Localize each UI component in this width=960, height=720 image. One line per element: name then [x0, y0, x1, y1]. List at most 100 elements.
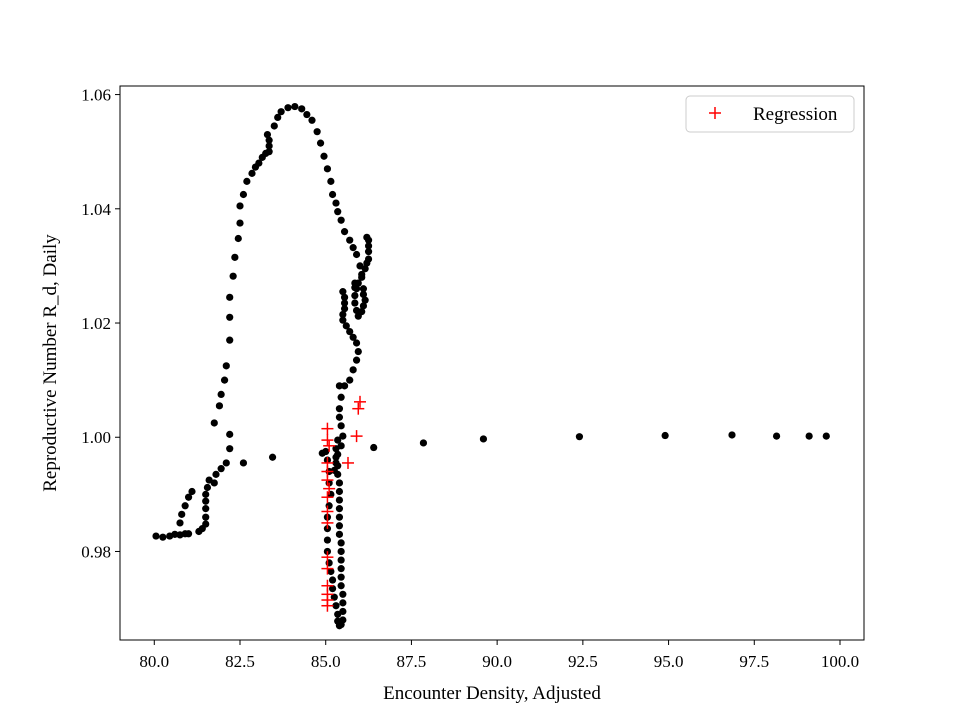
data-point: [181, 502, 189, 510]
data-point: [479, 435, 488, 443]
data-point: [222, 362, 230, 370]
data-point: [339, 599, 347, 607]
data-point: [334, 462, 342, 470]
data-point: [342, 322, 350, 330]
y-tick-label: 0.98: [81, 542, 111, 561]
data-point: [327, 567, 335, 576]
data-point: [203, 483, 212, 492]
data-point: [772, 432, 781, 440]
data-point: [248, 169, 256, 177]
data-point: [346, 236, 354, 244]
data-point: [334, 208, 342, 216]
data-point: [661, 431, 669, 440]
data-point: [239, 459, 248, 467]
regression-point: [321, 474, 334, 487]
data-point: [337, 582, 345, 590]
data-point: [822, 432, 830, 440]
data-point: [339, 310, 347, 319]
data-point: [229, 272, 237, 280]
data-point: [284, 104, 292, 112]
data-point: [325, 502, 333, 510]
data-point: [337, 547, 345, 556]
data-point: [330, 593, 338, 601]
data-point: [337, 556, 345, 564]
data-point: [263, 130, 272, 139]
x-tick-label: 95.0: [654, 652, 684, 671]
regression-point: [321, 422, 334, 435]
data-point: [334, 436, 342, 444]
data-point: [335, 513, 344, 521]
data-point: [159, 533, 167, 541]
data-point: [268, 453, 277, 461]
data-point: [354, 347, 362, 356]
data-point: [265, 142, 273, 150]
data-point: [805, 432, 813, 440]
data-point: [234, 234, 242, 243]
data-point: [339, 616, 347, 624]
regression-point: [321, 551, 334, 564]
data-point: [226, 313, 234, 321]
x-tick-label: 100.0: [821, 652, 859, 671]
x-axis-ticks: 80.0 82.5 85.0 87.5 90.0 92.5 95.0 97.5 100.0: [139, 640, 859, 671]
data-point: [349, 366, 357, 374]
data-point: [328, 584, 337, 593]
data-point: [340, 228, 349, 236]
data-point: [337, 216, 345, 224]
data-point: [277, 108, 285, 116]
data-point: [335, 505, 344, 513]
data-point: [364, 242, 373, 250]
data-point: [351, 292, 359, 300]
data-point: [231, 253, 239, 261]
data-point: [332, 602, 340, 610]
data-point: [303, 110, 311, 119]
data-point: [340, 293, 349, 301]
data-point: [236, 219, 244, 227]
data-point: [291, 102, 299, 111]
data-point: [370, 443, 378, 452]
data-point: [364, 236, 373, 244]
data-point: [325, 559, 333, 567]
regression-point: [321, 562, 334, 575]
data-point: [202, 520, 210, 528]
regression-point: [321, 434, 334, 447]
x-tick-label: 85.0: [311, 652, 341, 671]
data-point: [337, 539, 345, 547]
data-point: [359, 302, 368, 310]
data-point: [215, 402, 224, 410]
x-tick-label: 87.5: [397, 652, 427, 671]
y-axis-label: Reproductive Number R_d, Daily: [40, 234, 61, 492]
data-point: [226, 430, 234, 438]
regression-point: [323, 439, 336, 452]
data-point: [313, 128, 321, 136]
data-point: [335, 479, 344, 487]
x-tick-label: 90.0: [482, 652, 512, 671]
data-point: [335, 487, 344, 496]
regression-point: [352, 402, 365, 415]
y-tick-label: 1.00: [81, 428, 111, 447]
regression-point: [321, 491, 334, 504]
data-point: [202, 505, 210, 513]
x-tick-label: 92.5: [568, 652, 598, 671]
data-point: [361, 296, 369, 304]
data-point: [339, 590, 347, 598]
regression-point: [321, 599, 334, 612]
data-point: [346, 376, 354, 384]
data-point: [226, 445, 234, 453]
legend-marker-plus: [709, 107, 721, 119]
data-point: [352, 250, 361, 259]
data-point: [176, 519, 184, 527]
regression-point: [350, 430, 363, 443]
data-point: [323, 165, 332, 173]
data-point: [575, 433, 584, 441]
data-point: [202, 497, 210, 505]
plot-frame: [119, 85, 865, 641]
y-tick-label: 1.04: [81, 200, 111, 219]
data-point: [419, 439, 428, 447]
data-point: [354, 312, 362, 320]
data-point: [220, 376, 229, 384]
data-point: [274, 113, 282, 122]
data-point: [212, 470, 220, 478]
data-point: [265, 148, 273, 156]
regression-point: [321, 505, 334, 518]
data-point: [328, 576, 337, 584]
